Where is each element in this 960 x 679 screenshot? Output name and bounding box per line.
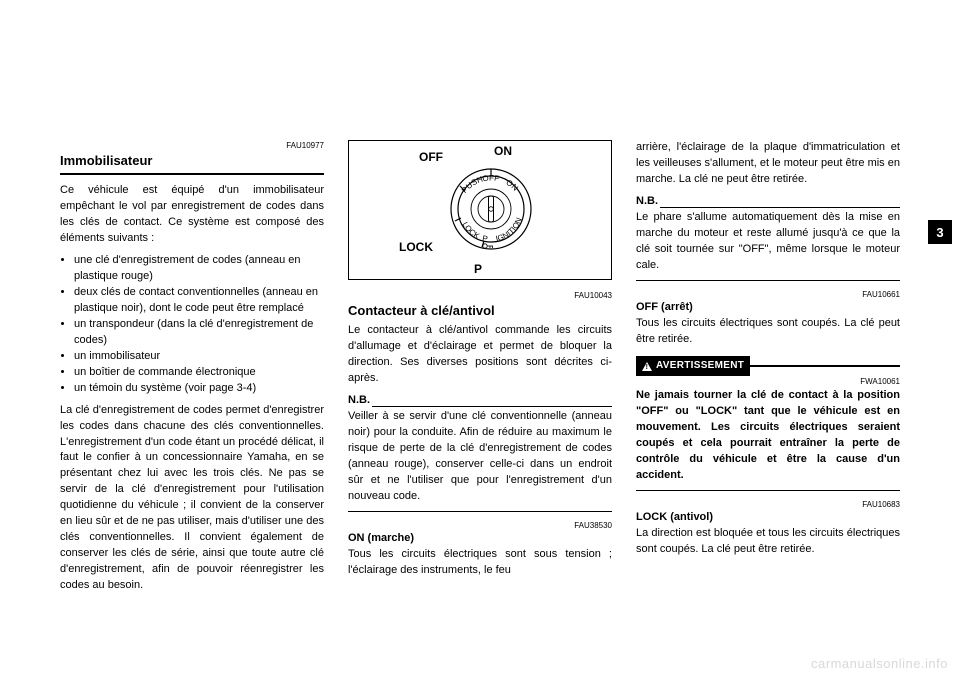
col1-bullet: un immobilisateur [74,349,324,365]
warning-label: AVERTISSEMENT [656,359,744,374]
section-code: FAU10661 [636,289,900,301]
svg-text:IGNITION: IGNITION [495,216,524,243]
col2-heading: Contacteur à clé/antivol [348,302,612,321]
note-text: Veiller à se servir d'une clé convention… [348,409,612,505]
note-text: Le phare s'allume automatiquement dès la… [636,210,900,274]
svg-text:OFF: OFF [482,173,500,183]
warning-row: AVERTISSEMENT [636,356,900,377]
fig-label-lock: LOCK [399,239,433,256]
col1-bullet: un boîtier de commande électronique [74,365,324,381]
warning-code: FWA10061 [636,376,900,388]
note-block: N.B. Le phare s'allume automatiquement d… [636,194,900,281]
on-text: Tous les circuits électriques sont sous … [348,547,612,579]
off-heading: OFF (arrêt) [636,300,900,316]
section-code: FAU38530 [348,520,612,532]
note-block: N.B. Veiller à se servir d'une clé conve… [348,393,612,512]
col1-heading: Immobilisateur [60,152,324,171]
ignition-switch-figure: PUSH OFF ON LOCK P IGNITION ON OFF LOCK … [348,140,612,280]
watermark: carmanualsonline.info [811,656,948,671]
col3-p1: arrière, l'éclairage de la plaque d'imma… [636,140,900,188]
section-code: FAU10683 [636,499,900,511]
fig-label-p: P [474,261,482,278]
fig-label-on: ON [494,143,512,160]
warning-text: Ne jamais tourner la clé de contact à la… [636,388,900,484]
off-text: Tous les circuits électriques sont coupé… [636,316,900,348]
section-code: FAU10043 [348,290,612,302]
note-rule [660,207,900,208]
page-content: FAU10977 Immobilisateur Ce véhicule est … [60,140,900,600]
lock-text: La direction est bloquée et tous les cir… [636,526,900,558]
note-heading: N.B. [636,194,658,210]
warning-icon [642,362,652,371]
lock-heading: LOCK (antivol) [636,510,900,526]
col1-p2: La clé d'enregistrement de codes permet … [60,403,324,594]
column-2: PUSH OFF ON LOCK P IGNITION ON OFF LOCK … [348,140,612,600]
note-rule [372,406,612,407]
col1-bullet: deux clés de contact conventionnelles (a… [74,285,324,317]
col1-bullet: une clé d'enregistrement de codes (annea… [74,253,324,285]
col2-p1: Le contacteur à clé/antivol commande les… [348,323,612,387]
warning-badge: AVERTISSEMENT [636,356,750,377]
section-code: FAU10977 [60,140,324,152]
col1-bullet: un témoin du système (voir page 3-4) [74,381,324,397]
column-1: FAU10977 Immobilisateur Ce véhicule est … [60,140,324,600]
on-heading: ON (marche) [348,531,612,547]
col1-p1: Ce véhicule est équipé d'un immobilisate… [60,183,324,247]
ignition-switch-svg: PUSH OFF ON LOCK P IGNITION [441,159,541,259]
column-3: arrière, l'éclairage de la plaque d'imma… [636,140,900,600]
fig-label-off: OFF [419,149,443,166]
page-tab: 3 [928,220,952,244]
note-heading: N.B. [348,393,370,409]
col1-bullet: un transpondeur (dans la clé d'enregistr… [74,317,324,349]
warning-rule [750,365,900,367]
